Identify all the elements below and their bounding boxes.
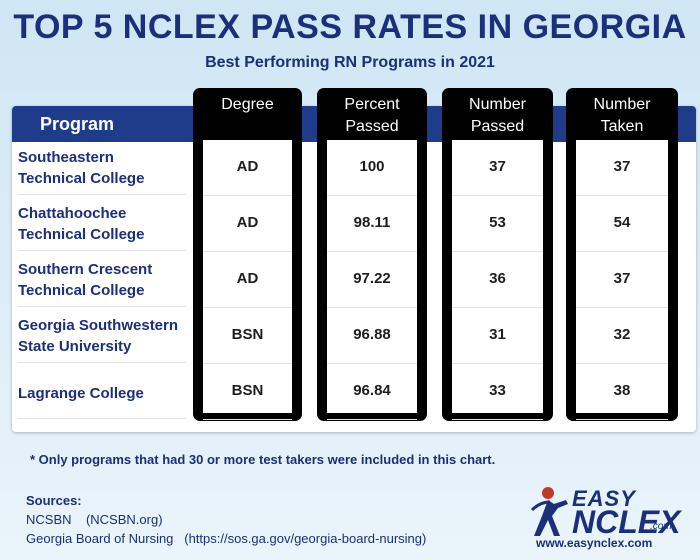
easynclex-logo: EASY NCLEX .com www.easynclex.com (528, 484, 688, 554)
program-name-line1: Georgia Southwestern (18, 317, 179, 334)
program-name-line2: State University (18, 338, 132, 355)
percent-passed-column-header: Percent Passed (317, 94, 427, 138)
taken-header-line1: Number (593, 96, 651, 113)
program-name-line1: Lagrange College (18, 385, 144, 402)
taken-cell: 37 (576, 252, 668, 308)
chart-subtitle: Best Performing RN Programs in 2021 (205, 54, 495, 71)
program-name-line1: Southeastern (18, 149, 114, 166)
program-row-divider (18, 418, 186, 419)
program-name-line2: Technical College (18, 226, 145, 243)
source-ncsbn: NCSBN (NCSBN.org) (26, 512, 163, 527)
program-row-divider (18, 194, 186, 195)
sources-heading: Sources: (26, 493, 82, 508)
number-taken-column-header: Number Taken (566, 94, 678, 138)
passed-header-line1: Number (469, 96, 526, 113)
percent-header-line2: Passed (345, 118, 399, 135)
program-name-line1: Southern Crescent (18, 261, 153, 278)
degree-column-body (203, 140, 292, 413)
taken-cell: 54 (576, 196, 668, 252)
logo-nclex-text: NCLEX (572, 504, 681, 540)
logo-easy-text: EASY (572, 486, 636, 511)
number-passed-column-header: Number Passed (442, 94, 553, 138)
program-name-line2: Technical College (18, 282, 145, 299)
taken-cell: 37 (576, 140, 668, 196)
percent-cell: 98.11 (327, 196, 417, 252)
degree-cell: AD (203, 196, 292, 252)
program-name-1: Southeastern Technical College (18, 147, 186, 189)
program-name-line2: Technical College (18, 170, 145, 187)
program-row-divider (18, 250, 186, 251)
number-passed-column: Number Passed 37 53 36 31 33 (442, 88, 553, 421)
sources-block: Sources: NCSBN (NCSBN.org) Georgia Board… (26, 491, 426, 548)
degree-cell: BSN (203, 364, 292, 420)
taken-header-line2: Taken (600, 118, 644, 135)
nurse-figure-icon (530, 487, 568, 536)
program-name-line1: Chattahoochee (18, 205, 127, 222)
passed-cell: 53 (452, 196, 543, 252)
percent-cell: 96.84 (327, 364, 417, 420)
degree-cell: AD (203, 252, 292, 308)
passed-header-line2: Passed (470, 118, 525, 135)
passed-column-body (452, 140, 543, 413)
percent-passed-column: Percent Passed 100 98.11 97.22 96.88 96.84 (317, 88, 427, 421)
degree-cell: BSN (203, 308, 292, 364)
degree-cell: AD (203, 140, 292, 196)
passed-cell: 36 (452, 252, 543, 308)
logo-com-text: .com (650, 521, 672, 532)
program-row-divider (18, 362, 186, 363)
passed-cell: 33 (452, 364, 543, 420)
percent-column-body (327, 140, 417, 413)
program-row-divider (18, 306, 186, 307)
source-georgia-board: Georgia Board of Nursing (https://sos.ga… (26, 531, 427, 546)
percent-cell: 97.22 (327, 252, 417, 308)
program-name-5: Lagrange College (18, 383, 186, 404)
taken-column-body (576, 140, 668, 413)
program-name-2: Chattahoochee Technical College (18, 203, 186, 245)
chart-title: TOP 5 NCLEX PASS RATES IN GEORGIA (13, 8, 687, 46)
logo-url: www.easynclex.com (536, 536, 653, 550)
program-name-4: Georgia Southwestern State University (18, 315, 186, 357)
degree-header-line1: Degree (221, 96, 274, 113)
taken-cell: 38 (576, 364, 668, 420)
program-column-header: Program (40, 114, 115, 134)
degree-column: Degree AD AD AD BSN BSN (193, 88, 302, 421)
footnote: * Only programs that had 30 or more test… (30, 452, 496, 467)
passed-cell: 31 (452, 308, 543, 364)
degree-column-header: Degree (193, 94, 302, 116)
percent-header-line1: Percent (344, 96, 400, 113)
taken-cell: 32 (576, 308, 668, 364)
percent-cell: 100 (327, 140, 417, 196)
program-name-3: Southern Crescent Technical College (18, 259, 186, 301)
passed-cell: 37 (452, 140, 543, 196)
percent-cell: 96.88 (327, 308, 417, 364)
number-taken-column: Number Taken 37 54 37 32 38 (566, 88, 678, 421)
